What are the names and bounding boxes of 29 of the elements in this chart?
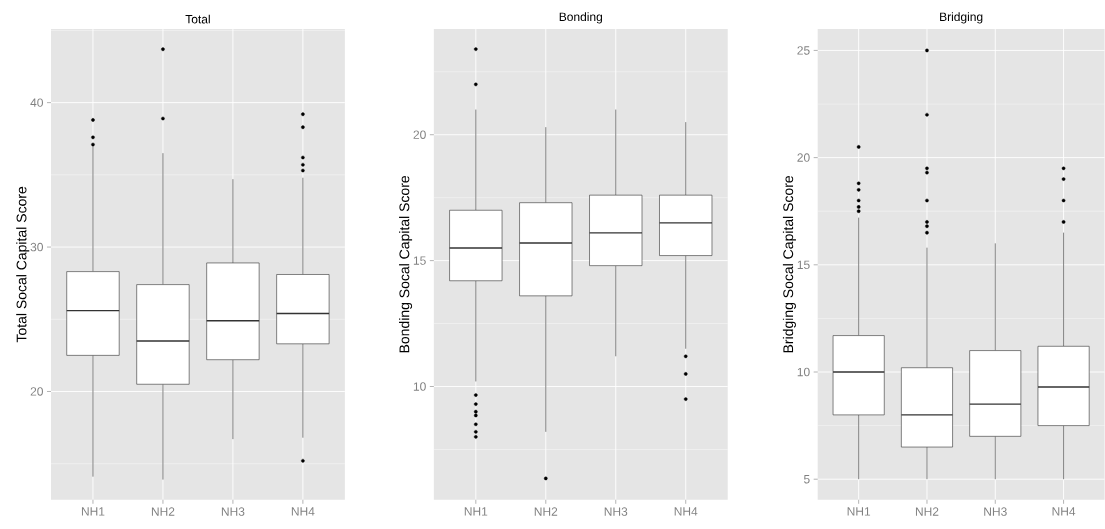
chart-title: Bridging [940,12,983,24]
y-tick-label: 20 [413,130,426,140]
y-tick-label: 20 [30,387,43,396]
chart-title: Bonding [559,12,602,24]
x-tick-label: NH3 [221,507,245,516]
y-tick-label: 20 [797,153,810,162]
y-tick-label: 10 [797,367,810,377]
y-tick-label: 15 [797,260,810,270]
x-tick-label: NH2 [534,507,558,516]
y-tick-label: 10 [413,382,426,391]
chart-title: Total [185,14,210,24]
y-tick-label: 15 [413,256,426,265]
y-tick-label: 30 [30,242,43,252]
x-tick-label: NH1 [847,507,871,516]
y-tick-label: 25 [797,46,810,55]
x-tick-label: NH2 [915,507,939,516]
x-tick-label: NH2 [151,507,175,516]
y-axis-title: Bridging Socal Capital Score [782,176,796,353]
y-tick-label: 5 [803,475,810,484]
x-tick-label: NH4 [1052,507,1076,516]
y-tick-label: 40 [30,98,43,107]
x-tick-label: NH1 [81,507,105,516]
y-axis-title: Total Socal Capital Score [16,186,30,343]
x-tick-label: NH3 [984,507,1007,516]
x-tick-label: NH4 [291,507,315,516]
x-tick-label: NH3 [604,507,628,516]
y-axis-title: Bonding Socal Capital Score [399,176,413,353]
x-tick-label: NH1 [464,507,488,516]
x-tick-label: NH4 [674,507,698,516]
